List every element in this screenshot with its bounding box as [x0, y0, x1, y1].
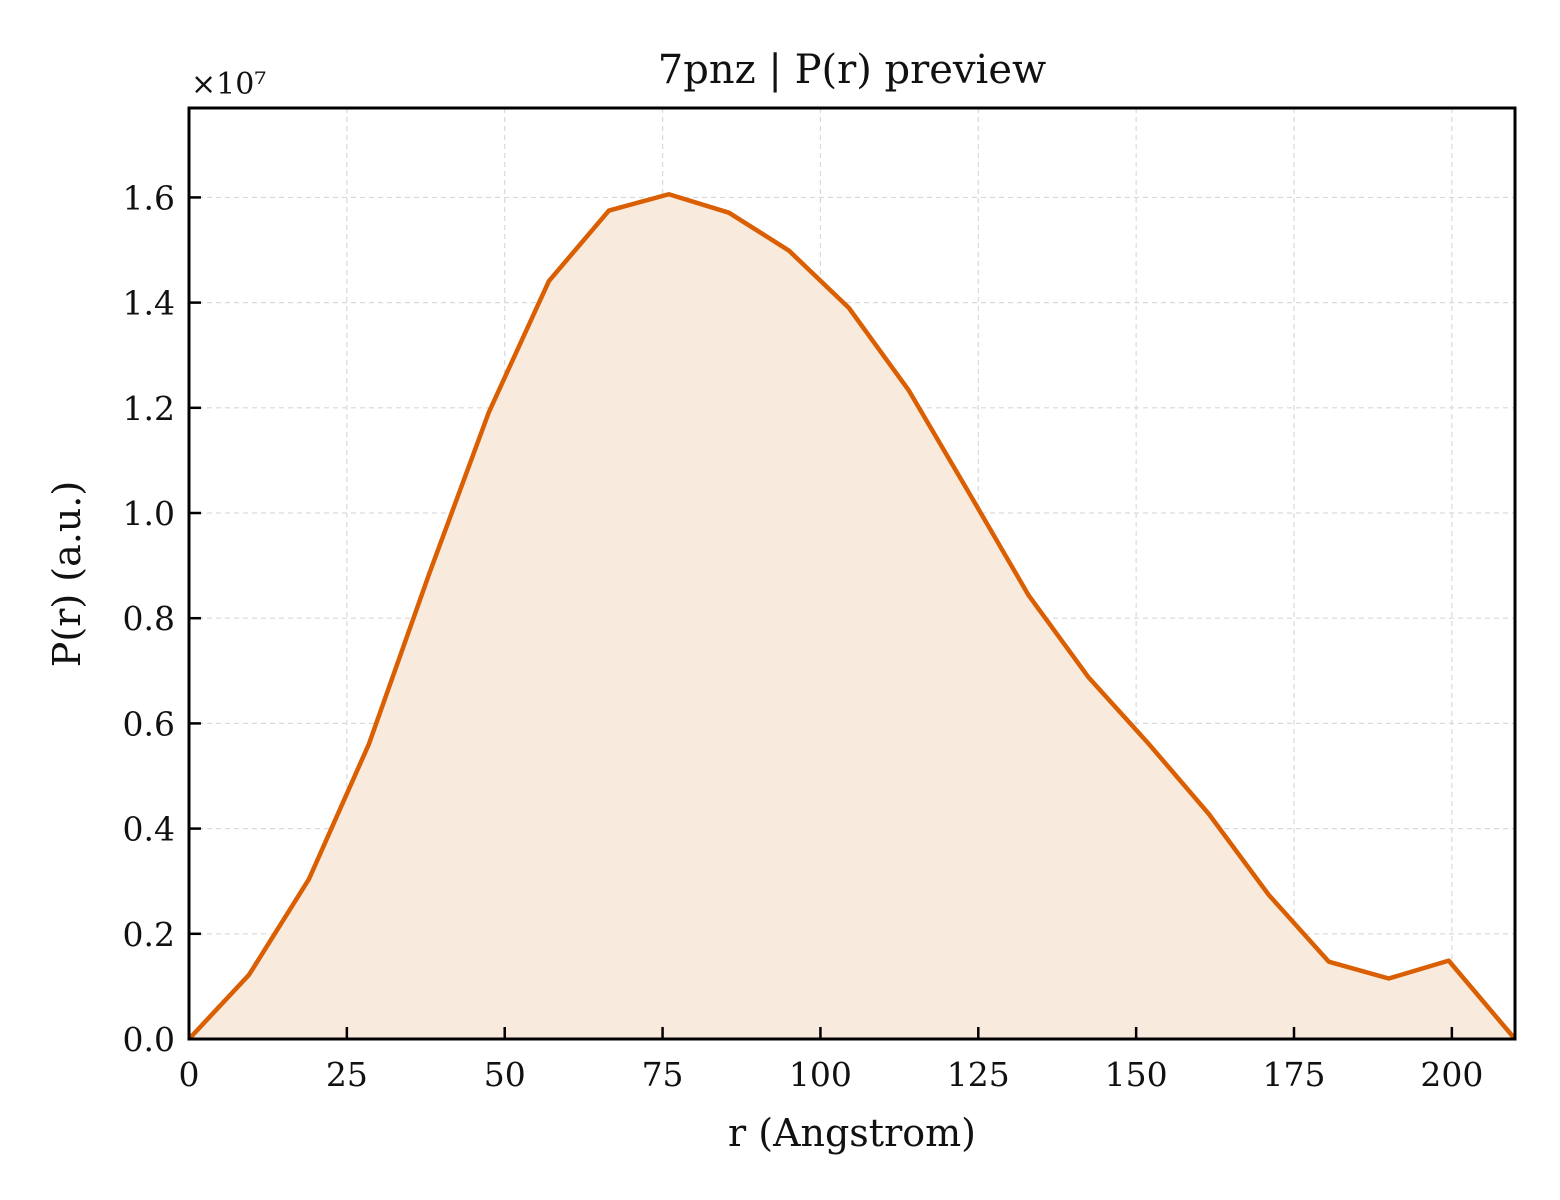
x-tick-label: 200: [1420, 1055, 1483, 1094]
series-line: [187, 192, 1517, 1041]
x-tick-label: 100: [789, 1055, 852, 1094]
area-fill: [189, 194, 1515, 1039]
x-tick-label: 125: [947, 1055, 1010, 1094]
y-tick-label: 1.0: [123, 494, 175, 533]
x-tick-label: 150: [1105, 1055, 1168, 1094]
y-tick-label: 0.0: [123, 1020, 175, 1059]
x-tick-label: 25: [326, 1055, 368, 1094]
chart-title: 7pnz | P(r) preview: [658, 47, 1046, 93]
y-tick-label: 0.6: [123, 704, 175, 743]
plot-frame: [187, 106, 1517, 1041]
x-tick-label: 75: [642, 1055, 684, 1094]
y-axis-multiplier: ×10⁷: [191, 67, 266, 102]
tick-labels: 0 25 50 75 100 125 150 175 200 0.0 0.2 0.4 0.6 0.8 1.0…: [123, 178, 1484, 1094]
x-axis-label: r (Angstrom): [728, 1111, 976, 1155]
x-tick-label: 50: [484, 1055, 526, 1094]
y-tick-label: 1.2: [123, 389, 175, 428]
y-tick-label: 0.4: [123, 810, 175, 849]
x-tick-label: 175: [1263, 1055, 1326, 1094]
x-tick-label: 0: [179, 1055, 200, 1094]
y-tick-label: 0.2: [123, 915, 175, 954]
y-axis-label: P(r) (a.u.): [45, 481, 89, 667]
ticks: [187, 196, 1454, 1041]
y-tick-label: 0.8: [123, 599, 175, 638]
y-tick-label: 1.4: [123, 284, 175, 323]
y-tick-label: 1.6: [123, 178, 175, 217]
